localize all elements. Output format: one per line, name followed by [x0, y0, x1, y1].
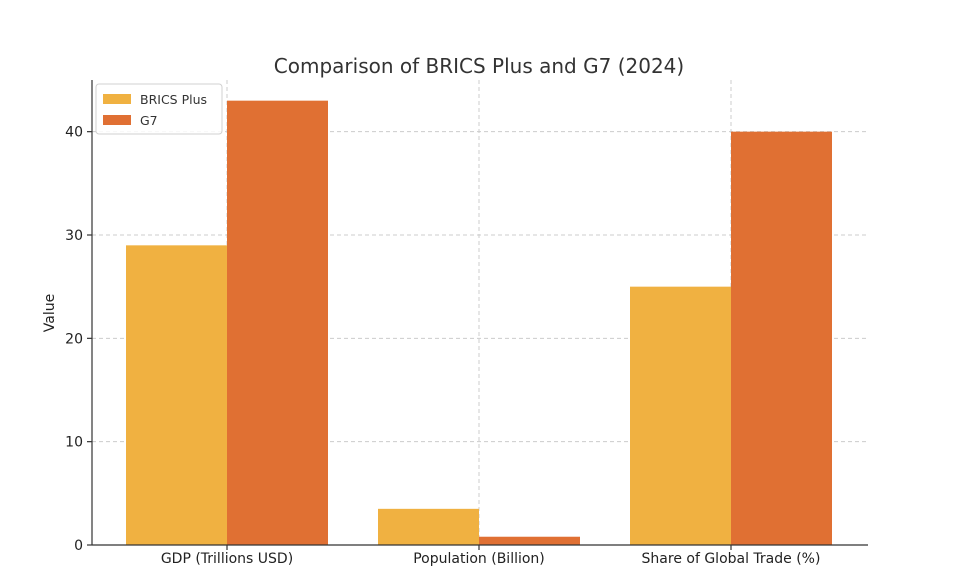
- bar-g7-0: [227, 100, 328, 546]
- legend-swatch-1: [103, 115, 131, 125]
- axes: [91, 80, 868, 546]
- y-tick-label-1: 10: [65, 435, 83, 451]
- bar-brics-plus-2: [630, 286, 731, 545]
- legend-label-0: BRICS Plus: [140, 92, 207, 107]
- legend-label-1: G7: [140, 113, 158, 128]
- legend-swatch-0: [103, 94, 131, 104]
- bar-brics-plus-0: [126, 245, 227, 546]
- x-tick-label-2: Share of Global Trade (%): [642, 551, 821, 567]
- y-tick-label-0: 0: [74, 538, 83, 554]
- y-tick-label-2: 20: [65, 331, 83, 347]
- chart-title: Comparison of BRICS Plus and G7 (2024): [274, 54, 684, 78]
- bar-g7-2: [731, 131, 832, 545]
- tick-labels: 0 10 20 30 40 GDP (Trillions USD) Population (…: [65, 125, 820, 567]
- x-tick-label-1: Population (Billion): [413, 551, 545, 567]
- y-axis-label: Value: [42, 294, 58, 332]
- x-tick-label-0: GDP (Trillions USD): [161, 551, 293, 567]
- y-tick-label-3: 30: [65, 228, 83, 244]
- legend: BRICS Plus G7: [95, 83, 223, 135]
- bar-g7-1: [479, 536, 580, 545]
- bars: [126, 100, 832, 546]
- bar-brics-plus-1: [378, 508, 479, 545]
- y-tick-label-4: 40: [65, 125, 83, 141]
